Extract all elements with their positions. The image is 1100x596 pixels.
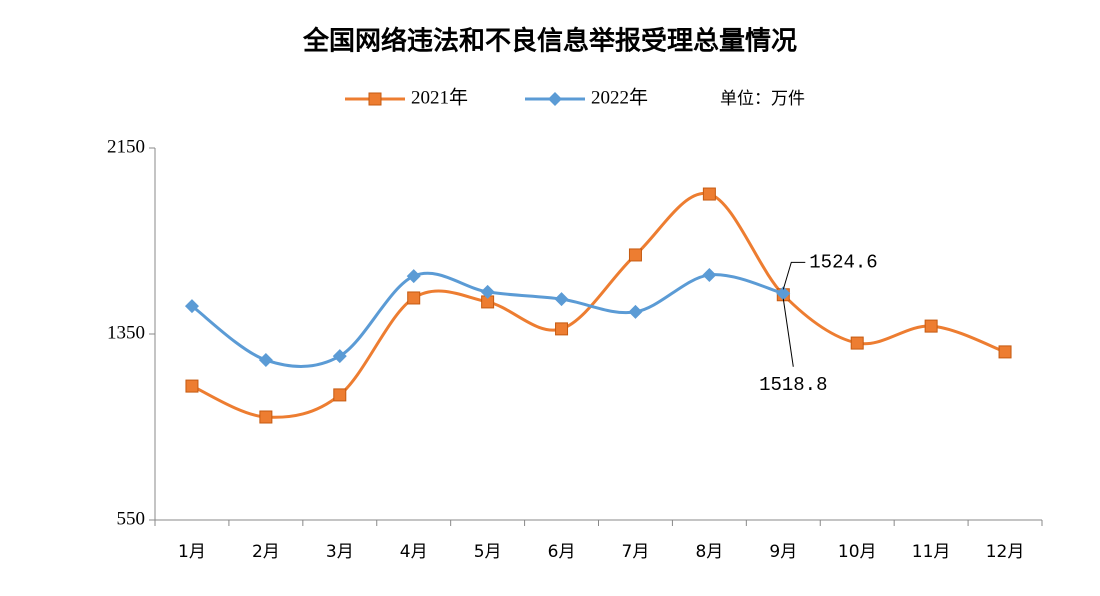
- x-tick-label: 3月: [326, 542, 354, 562]
- legend-label: 2021年: [411, 86, 468, 108]
- point: [407, 291, 421, 305]
- x-tick-label: 8月: [695, 542, 723, 562]
- x-tick-label: 1月: [178, 542, 206, 562]
- point: [628, 304, 643, 319]
- y-tick-label: 2150: [107, 136, 145, 157]
- x-tick-label: 5月: [474, 542, 502, 562]
- point: [554, 292, 569, 307]
- point: [924, 319, 938, 333]
- y-tick-label: 1350: [107, 322, 145, 343]
- point: [776, 286, 791, 301]
- point: [480, 284, 495, 299]
- point: [548, 92, 562, 106]
- label-leader: [782, 298, 794, 367]
- point: [998, 345, 1012, 359]
- point: [332, 349, 347, 364]
- point: [555, 322, 569, 336]
- x-tick-label: 6月: [548, 542, 576, 562]
- data-label: 1518.8: [759, 374, 827, 396]
- label-leader: [782, 261, 806, 290]
- legend-label: 2022年: [591, 86, 648, 108]
- x-tick-label: 7月: [622, 542, 650, 562]
- data-label: 1524.6: [809, 251, 877, 273]
- point: [628, 248, 642, 262]
- point: [258, 353, 273, 368]
- x-tick-label: 12月: [986, 542, 1025, 562]
- x-tick-label: 10月: [838, 542, 877, 562]
- point: [702, 267, 717, 282]
- y-tick-label: 550: [117, 508, 146, 529]
- point: [333, 388, 347, 402]
- unit-label: 单位：万件: [720, 89, 805, 109]
- point: [259, 410, 273, 424]
- point: [185, 379, 199, 393]
- point: [702, 187, 716, 201]
- x-tick-label: 9月: [769, 542, 797, 562]
- x-tick-label: 4月: [400, 542, 428, 562]
- point: [368, 92, 382, 106]
- chart-title: 全国网络违法和不良信息举报受理总量情况: [302, 26, 797, 57]
- x-tick-label: 11月: [912, 542, 951, 562]
- x-tick-label: 2月: [252, 542, 280, 562]
- point: [406, 269, 421, 284]
- point: [850, 336, 864, 350]
- point: [184, 299, 199, 314]
